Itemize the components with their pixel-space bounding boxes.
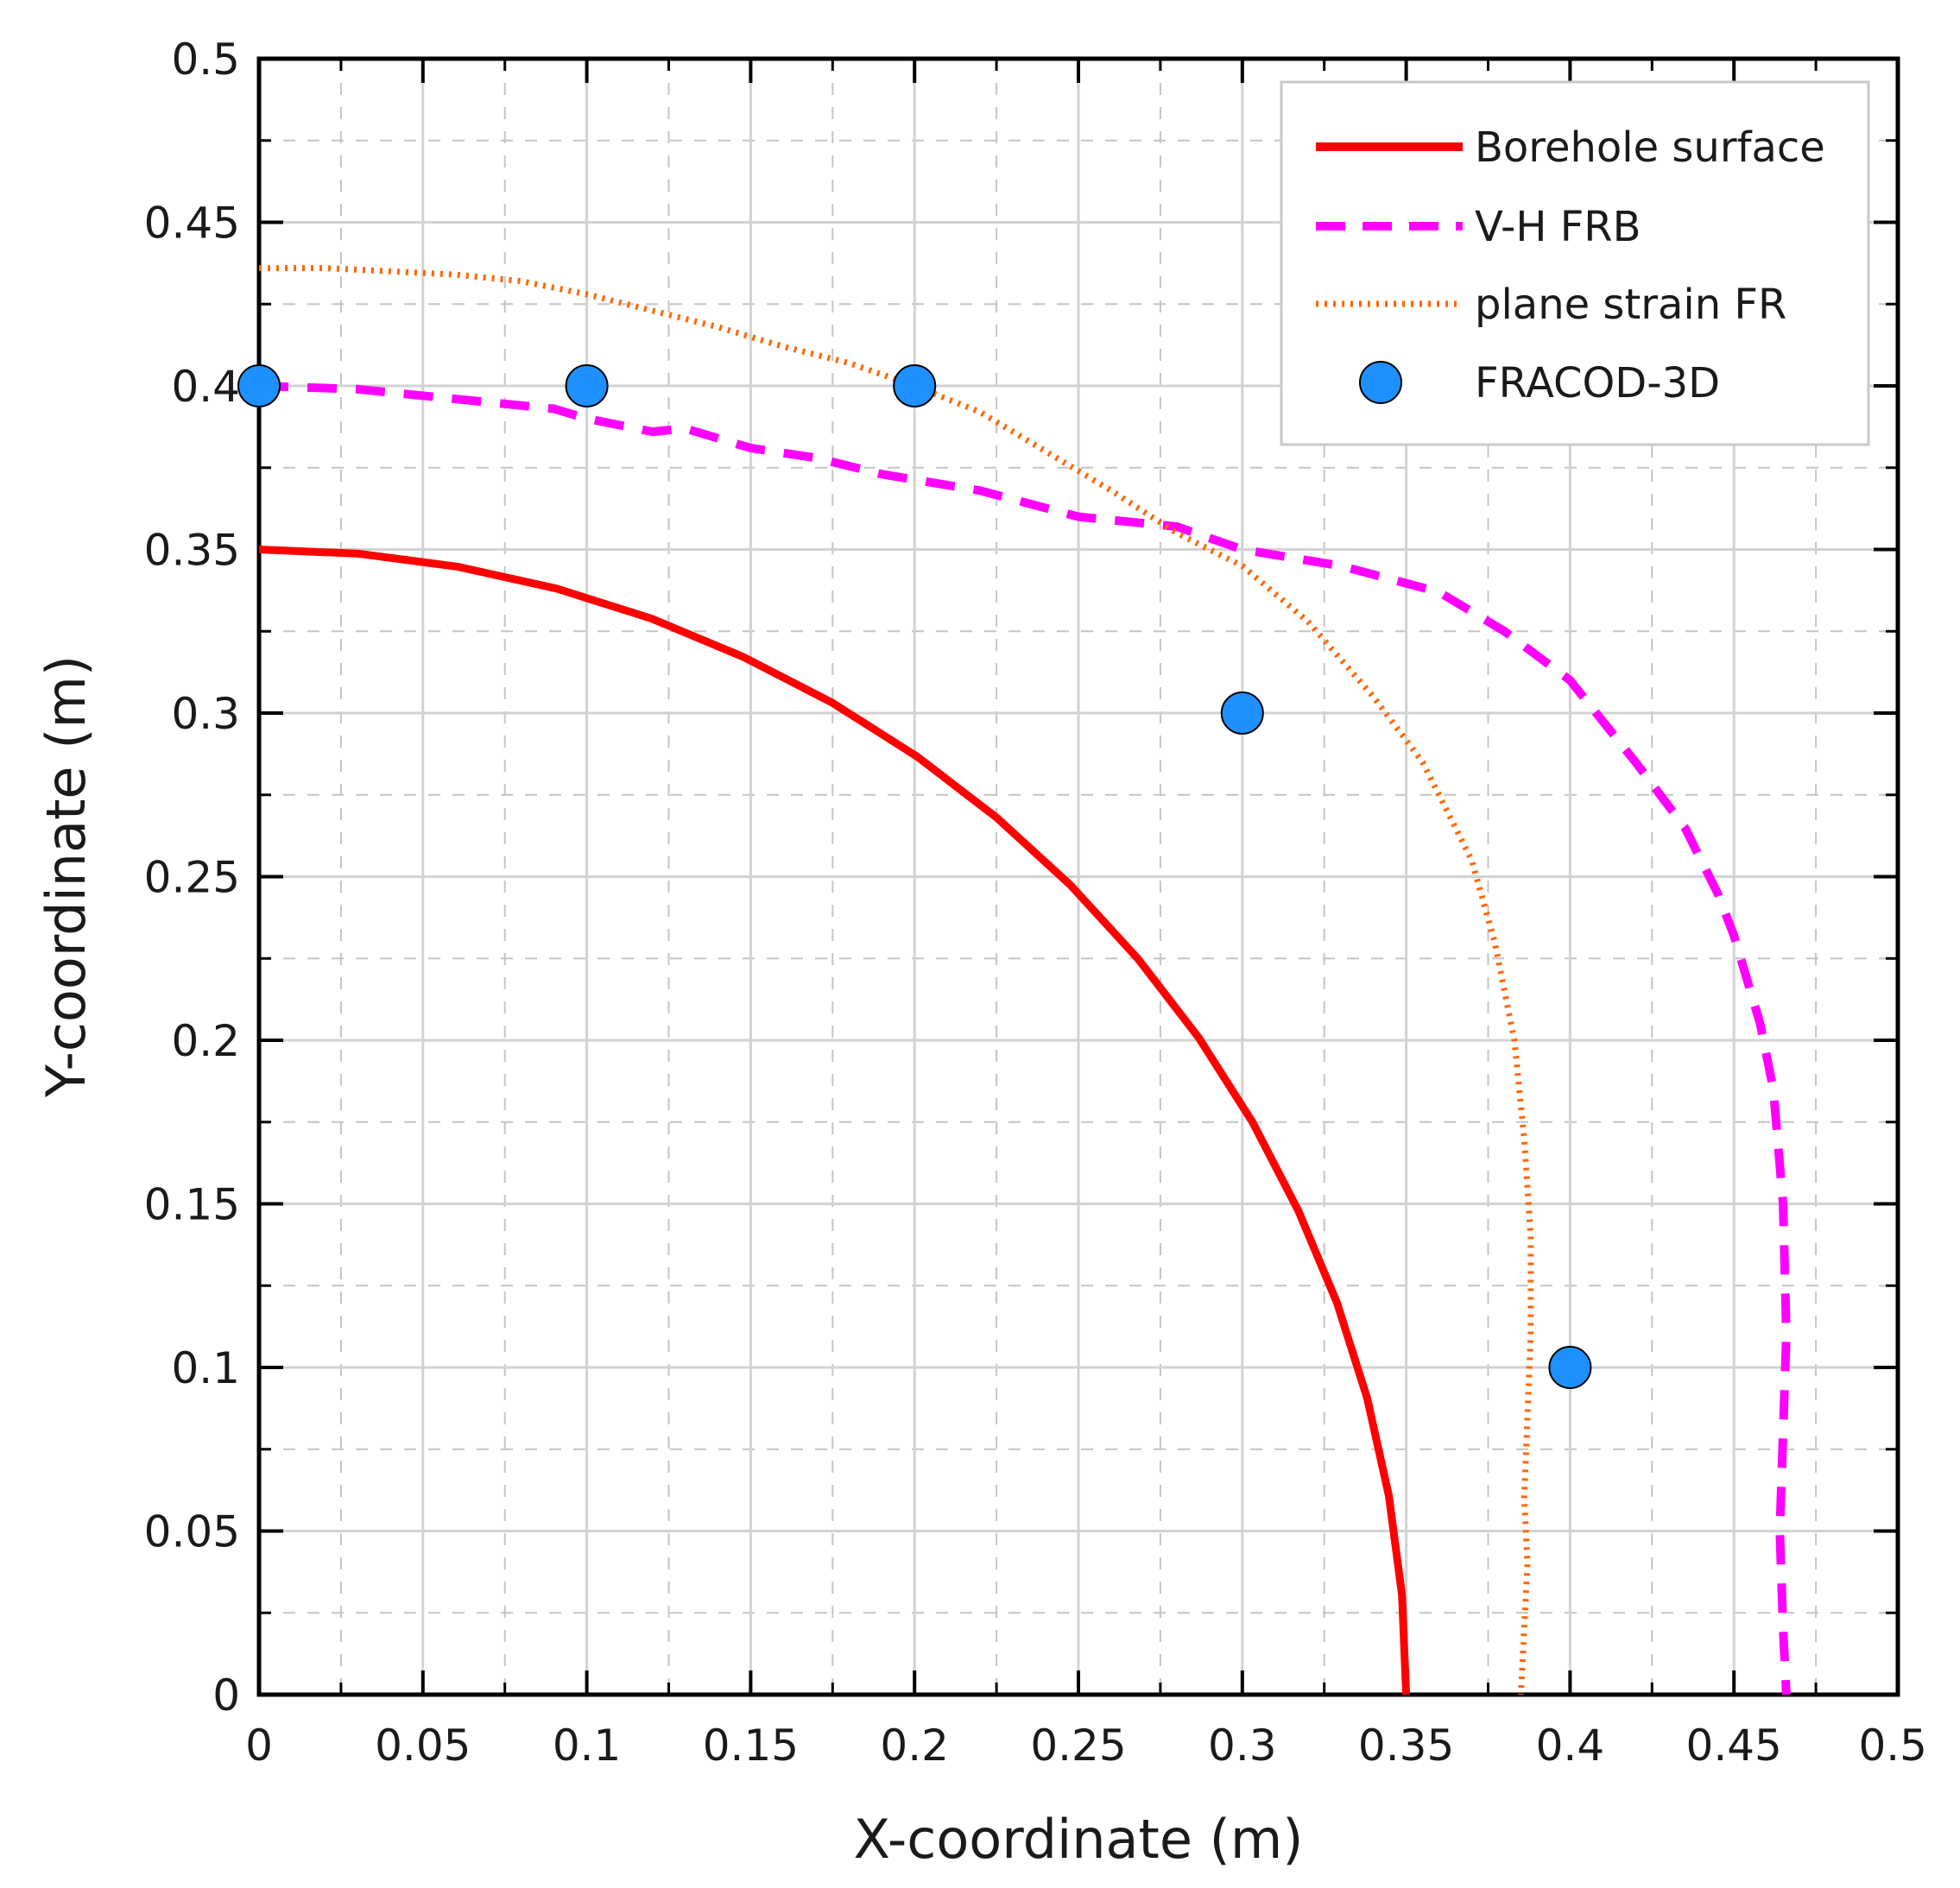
axis-ticks <box>257 57 1900 1696</box>
y-tick-label: 0.35 <box>144 526 240 576</box>
legend-label-v-h-frb: V-H FRB <box>1475 203 1641 251</box>
data-point-fracod-3d <box>1548 1346 1592 1389</box>
x-tick-label: 0.15 <box>703 1721 799 1771</box>
y-tick-label: 0.15 <box>144 1180 240 1230</box>
legend-label-plane-strain-fr: plane strain FR <box>1475 281 1786 329</box>
y-tick-label: 0.05 <box>144 1507 240 1557</box>
legend-marker-fracod-3d <box>1359 361 1402 404</box>
legend: Borehole surface V-H FRB plane strain FR… <box>1280 80 1870 446</box>
data-series <box>237 265 1791 1695</box>
x-tick-label: 0.1 <box>553 1721 622 1771</box>
x-tick-label: 0 <box>245 1721 273 1771</box>
y-axis-label: Y-coordinate (m) <box>35 655 98 1098</box>
legend-label-borehole-surface: Borehole surface <box>1475 123 1825 172</box>
y-tick-label: 0.2 <box>171 1016 240 1066</box>
y-tick-label: 0.1 <box>171 1343 240 1393</box>
series-line-borehole-surface <box>258 546 1411 1695</box>
y-tick-label: 0.25 <box>144 853 240 903</box>
x-tick-label: 0.5 <box>1858 1721 1927 1771</box>
y-tick-label: 0 <box>212 1670 240 1721</box>
x-tick-labels: 0 0.05 0.1 0.15 0.2 0.25 0.3 0.35 0.4 0.45 0.5 <box>245 1721 1927 1771</box>
x-tick-label: 0.35 <box>1358 1721 1454 1771</box>
y-tick-label: 0.3 <box>171 689 240 739</box>
minor-grid <box>259 59 1898 1695</box>
x-tick-label: 0.45 <box>1686 1721 1782 1771</box>
legend-label-fracod-3d: FRACOD-3D <box>1475 359 1720 407</box>
data-point-fracod-3d <box>1220 691 1264 735</box>
y-tick-label: 0.4 <box>171 362 240 412</box>
y-tick-labels: 0 0.05 0.1 0.15 0.2 0.25 0.3 0.35 0.4 0.45 0.5 <box>144 35 240 1721</box>
x-tick-label: 0.25 <box>1030 1721 1126 1771</box>
x-tick-label: 0.2 <box>880 1721 949 1771</box>
x-tick-label: 0.3 <box>1208 1721 1277 1771</box>
data-point-fracod-3d <box>893 364 937 407</box>
x-axis-label: X-coordinate (m) <box>854 1808 1304 1871</box>
y-tick-label: 0.5 <box>171 35 240 85</box>
y-tick-label: 0.45 <box>144 199 240 249</box>
x-tick-label: 0.05 <box>375 1721 471 1771</box>
x-tick-label: 0.4 <box>1536 1721 1605 1771</box>
series-line-v-h-frb <box>258 382 1791 1695</box>
data-point-fracod-3d <box>237 364 281 407</box>
data-point-fracod-3d <box>565 364 609 407</box>
